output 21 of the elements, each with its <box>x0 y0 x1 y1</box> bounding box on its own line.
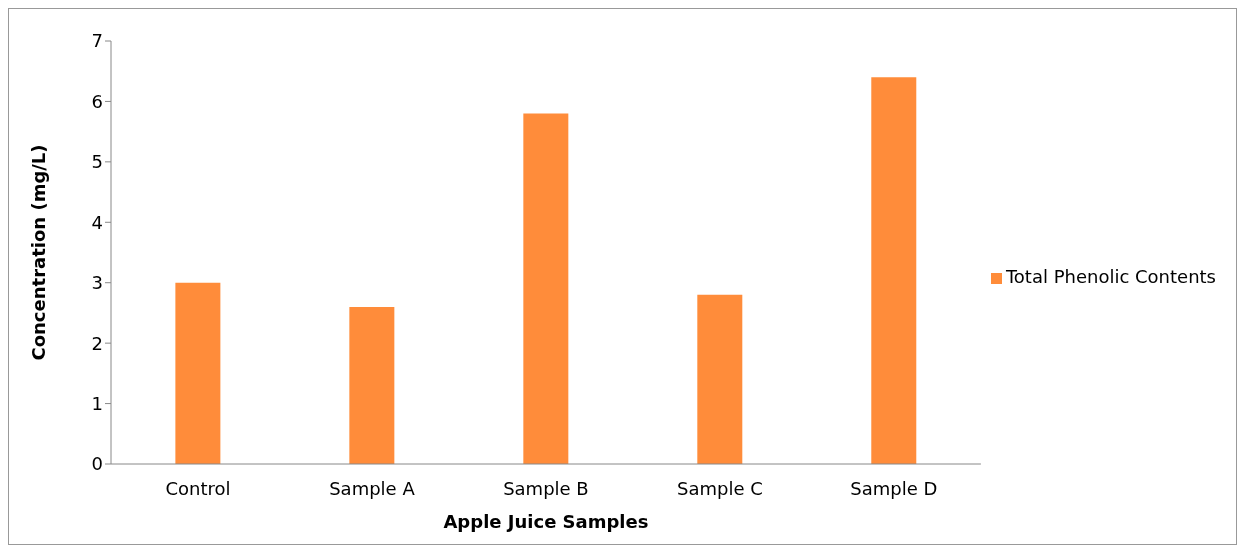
y-axis-title: Concentration (mg/L) <box>28 144 50 361</box>
y-tick-label: 2 <box>91 332 103 354</box>
x-tick-label: Sample A <box>329 477 416 499</box>
bar <box>697 294 743 464</box>
y-tick-label: 3 <box>91 272 103 294</box>
bar <box>871 77 917 464</box>
y-tick-label: 0 <box>91 453 103 475</box>
bar <box>523 113 569 464</box>
x-tick-label: Sample D <box>850 477 938 499</box>
y-tick-label: 1 <box>91 392 103 414</box>
legend-label: Total Phenolic Contents <box>1005 266 1216 287</box>
bar <box>175 282 221 464</box>
x-axis-title: Apple Juice Samples <box>443 511 649 532</box>
y-tick-label: 5 <box>91 151 103 173</box>
x-tick-label: Control <box>165 477 231 499</box>
y-tick-label: 6 <box>91 90 103 112</box>
x-tick-label: Sample C <box>677 477 763 499</box>
y-tick-label: 4 <box>91 211 103 233</box>
x-tick-label: Sample B <box>503 477 589 499</box>
bar <box>349 306 395 464</box>
y-tick-label: 7 <box>91 30 103 52</box>
